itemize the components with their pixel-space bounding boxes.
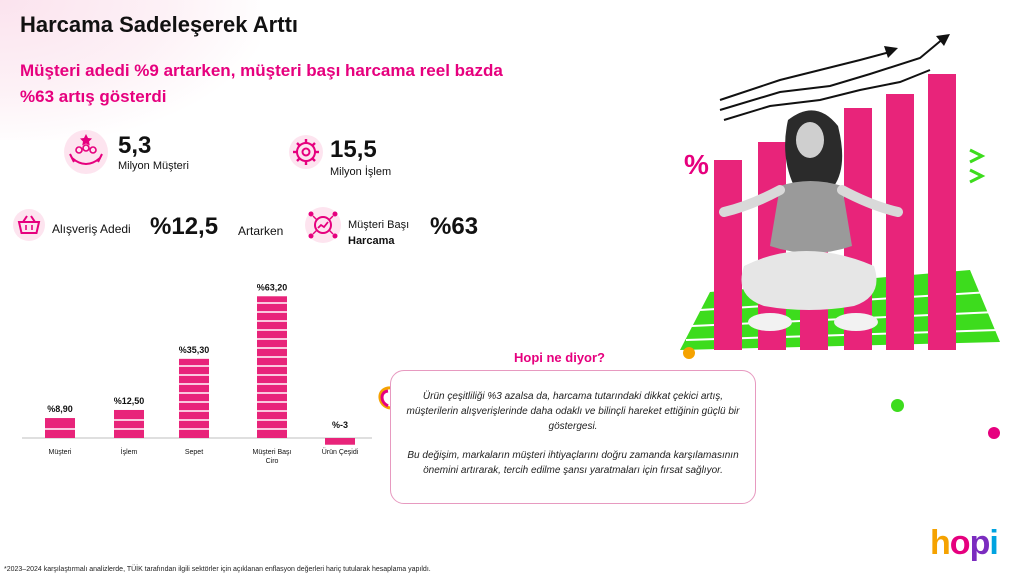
- bar-3: [257, 296, 287, 438]
- category-label: Müşteri: [49, 449, 72, 456]
- bar-rect: [45, 418, 75, 438]
- logo-letter-p: p: [969, 524, 991, 562]
- bar-4: [325, 438, 355, 445]
- bar-rect: [114, 409, 144, 438]
- illustration-bars: [714, 74, 956, 350]
- bar-rect: [179, 358, 209, 438]
- logo-letter-i: i: [989, 524, 999, 562]
- green-dot: [891, 399, 904, 412]
- per-customer-label-line2: Harcama: [348, 235, 395, 247]
- bar-rect: [257, 296, 287, 438]
- callout-card: Ürün çeşitliliği %3 azalsa da, harcama t…: [390, 370, 756, 504]
- callout-paragraph-2: Bu değişim, markaların müşteri ihtiyaçla…: [407, 450, 739, 476]
- callout-paragraph-1: Ürün çeşitliliği %3 azalsa da, harcama t…: [406, 391, 740, 432]
- category-label: Müşteri Başı Ciro: [253, 449, 292, 465]
- footnote: *2023–2024 karşılaştırmalı analizlerde, …: [4, 566, 431, 573]
- transactions-value: 15,5: [330, 136, 377, 163]
- data-label: %-3: [332, 420, 348, 430]
- pink-dot: [988, 427, 1000, 439]
- chevron-marks: [969, 148, 986, 184]
- logo-letter-h: h: [930, 524, 951, 562]
- per-customer-label-line1: Müşteri Başı: [348, 219, 410, 231]
- shopping-basket-icon: [12, 208, 46, 247]
- analytics-icon: [304, 206, 342, 249]
- transactions-stat: 15,5 Milyon İşlem: [330, 136, 391, 178]
- bar-rect: [325, 438, 355, 445]
- data-label: %35,30: [179, 345, 210, 355]
- customers-icon: [62, 128, 110, 181]
- per-customer-label: Müşteri Başı Harcama: [348, 219, 409, 247]
- orange-dot: [683, 347, 695, 359]
- basket-label: Alışveriş Adedi: [52, 222, 131, 236]
- customers-stat: 5,3 Milyon Müşteri: [118, 132, 189, 172]
- page-subtitle: Müşteri adedi %9 artarken, müşteri başı …: [20, 61, 503, 106]
- growth-illustration: %: [670, 30, 1024, 370]
- customers-value: 5,3: [118, 132, 152, 159]
- percent-sign: %: [684, 149, 709, 180]
- category-label: İşlem: [121, 447, 138, 456]
- basket-value: %12,5: [150, 213, 219, 240]
- bar-chart: %8,90 Müşteri %12,50 İşlem %35,30 Sepet %63,20…: [22, 270, 372, 470]
- bar-1: [114, 409, 144, 438]
- data-label: %12,50: [114, 396, 145, 406]
- customers-label: Milyon Müşteri: [118, 160, 189, 172]
- basket-suffix: Artarken: [238, 224, 284, 238]
- bar-0: [45, 418, 75, 438]
- hopi-logo: hopi: [930, 524, 999, 563]
- data-label: %8,90: [47, 404, 73, 414]
- transactions-label: Milyon İşlem: [330, 166, 392, 178]
- gear-icon: [288, 134, 324, 175]
- logo-letter-o: o: [949, 524, 971, 562]
- category-label: Ürün Çeşidi: [322, 448, 359, 456]
- bar-chart-svg: %8,90 Müşteri %12,50 İşlem %35,30 Sepet %63,20…: [22, 282, 372, 465]
- data-label: %63,20: [257, 282, 288, 292]
- corner-gradient: [0, 0, 260, 140]
- callout-title: Hopi ne diyor?: [514, 350, 605, 365]
- meditating-woman-figure: [719, 110, 903, 331]
- bar-2: [179, 358, 209, 438]
- page-title: Harcama Sadeleşerek Arttı: [20, 12, 299, 37]
- category-label: Sepet: [185, 449, 203, 456]
- per-customer-value: %63: [430, 213, 479, 240]
- trend-arrows: [719, 37, 945, 121]
